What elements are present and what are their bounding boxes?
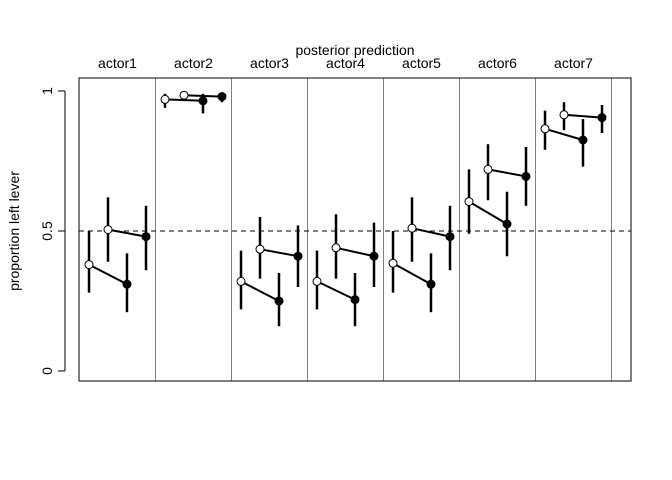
filled-point (426, 279, 436, 289)
actor-group-actor2 (160, 90, 227, 114)
connect-line-left (316, 280, 356, 301)
open-point (312, 276, 322, 286)
open-point (331, 243, 341, 253)
filled-point (198, 96, 208, 106)
filled-point (502, 219, 512, 229)
open-point (179, 90, 189, 100)
connect-line-right (563, 113, 603, 119)
connect-line-left (88, 263, 128, 286)
connect-line-right (259, 248, 299, 258)
filled-point (445, 232, 455, 242)
filled-point (350, 295, 360, 305)
filled-point (274, 296, 284, 306)
plot-grid (155, 78, 612, 381)
connect-line-left (468, 200, 508, 225)
actor-label: actor3 (250, 55, 289, 71)
connect-line-left (164, 98, 204, 102)
actor-group-actor7 (540, 102, 607, 167)
actor-label: actor5 (402, 55, 441, 71)
chart-title: posterior prediction (295, 42, 414, 58)
open-point (388, 258, 398, 268)
plot-frame (78, 77, 632, 382)
open-point (559, 110, 569, 120)
open-point (483, 164, 493, 174)
open-point (236, 276, 246, 286)
open-point (407, 223, 417, 233)
open-point (84, 260, 94, 270)
open-point (464, 197, 474, 207)
actor-group-actor5 (388, 197, 455, 313)
filled-point (521, 171, 531, 181)
y-tick-label: 0 (39, 367, 55, 375)
y-tick-label: 1 (39, 87, 55, 95)
filled-point (293, 251, 303, 261)
filled-point (217, 92, 227, 102)
connect-line-right (335, 246, 375, 258)
filled-point (578, 135, 588, 145)
actor-label: actor2 (174, 55, 213, 71)
filled-point (141, 232, 151, 242)
filled-point (597, 113, 607, 123)
actor-label: actor4 (326, 55, 365, 71)
actor-label: actor7 (554, 55, 593, 71)
series-group (84, 90, 607, 327)
actor-labels: actor1 actor2 actor3 actor4 actor5 actor6 acto… (98, 55, 593, 71)
connect-line-left (392, 262, 432, 286)
actor-group-actor4 (312, 214, 379, 327)
connect-line-left (240, 280, 280, 302)
connect-line-right (411, 227, 451, 238)
actor-label: actor6 (478, 55, 517, 71)
y-tick-label: 0.5 (39, 221, 55, 241)
connect-line-right (487, 168, 527, 178)
open-point (540, 124, 550, 134)
connect-line-right (107, 228, 147, 238)
filled-point (122, 279, 132, 289)
actor-group-actor1 (84, 197, 151, 313)
actor-label: actor1 (98, 55, 137, 71)
open-point (103, 225, 113, 235)
actor-group-actor3 (236, 217, 303, 327)
connect-line-left (544, 127, 584, 141)
actor-group-actor6 (464, 144, 531, 257)
filled-point (369, 251, 379, 261)
open-point (255, 244, 265, 254)
open-point (160, 94, 170, 104)
y-axis: 00.51 (39, 87, 66, 375)
y-axis-label: proportion left lever (6, 171, 22, 291)
